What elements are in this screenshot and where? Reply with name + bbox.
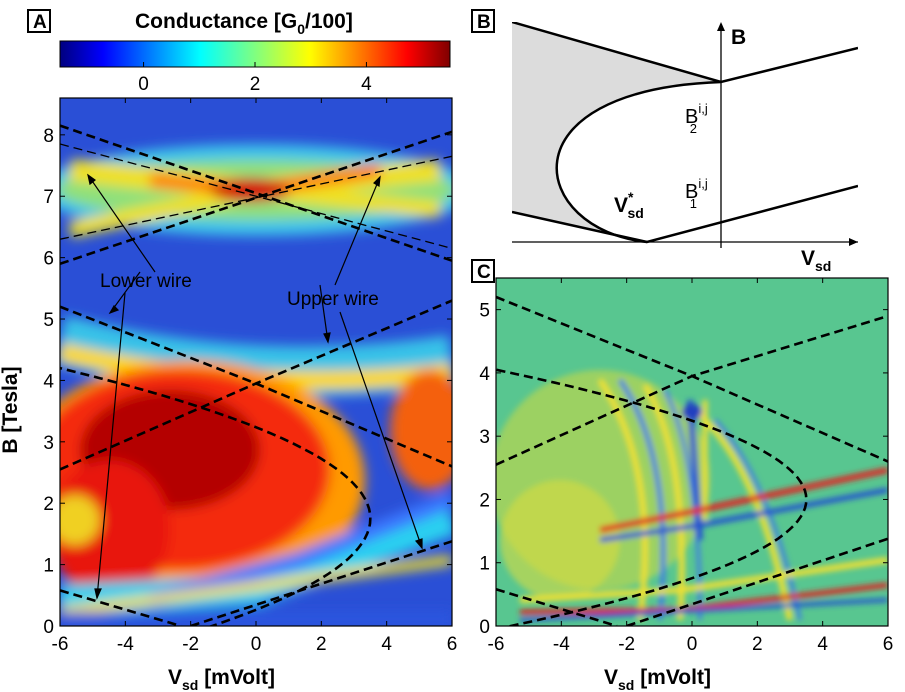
- x-tick-label-c: -4: [553, 634, 570, 655]
- arrow-upper-wire-bottom: [339, 311, 423, 549]
- panel-a: A Conductance [G0/100] 0 2 4: [0, 9, 457, 692]
- colorbar-title: Conductance [G0/100]: [135, 10, 353, 37]
- annotation-upper-wire: Upper wire: [287, 289, 379, 310]
- arrow-lower-wire-bottom: [96, 292, 126, 599]
- b-x-axis-label: Vsd: [801, 247, 831, 274]
- panel-b-label-box: [471, 9, 495, 33]
- x-tick-label-a: 4: [381, 634, 392, 655]
- y-tick-label-a: 0: [43, 617, 54, 638]
- overlay-upper-high-c: [496, 314, 888, 466]
- overlay-thin-a-a: [60, 143, 452, 250]
- arrow-upper-wire-mid: [319, 284, 329, 343]
- colorbar-tick-label: 0: [138, 74, 149, 95]
- panel-c-label: C: [477, 262, 491, 283]
- annotations-a: Lower wire Upper wire: [87, 173, 423, 600]
- heatmap-c: [496, 278, 888, 626]
- x-tick-label-a: 6: [447, 634, 458, 655]
- y-tick-label-c: 2: [479, 490, 490, 511]
- overlay-upper-low-c: [626, 537, 888, 626]
- panel-a-label: A: [33, 12, 47, 33]
- x-tick-label-c: 4: [817, 634, 828, 655]
- x-tick-label-c: 6: [883, 634, 894, 655]
- b-y-axis-label: B: [731, 26, 746, 49]
- overlay-upper-low-a: [190, 540, 452, 626]
- y-tick-label-a: 7: [43, 187, 54, 208]
- vsd-star-label: V* sd: [614, 189, 644, 221]
- arrowhead-upper-wire-top: [373, 175, 381, 187]
- overlay-lines-c: [496, 295, 888, 626]
- x-tick-label-a: -4: [117, 634, 134, 655]
- panel-c-label-box: [471, 259, 495, 283]
- x-tick-label-a: -6: [52, 634, 69, 655]
- y-tick-label-c: 1: [479, 554, 490, 575]
- annotation-lower-wire: Lower wire: [100, 271, 192, 292]
- arrowhead-lower-wire-bottom: [94, 588, 102, 600]
- diagram-b: [512, 22, 858, 244]
- heatmap-a: [60, 98, 452, 626]
- parabola-curve: [555, 80, 722, 244]
- panel-c: C -6 -4 -2 0: [471, 259, 893, 692]
- x-tick-label-c: -2: [618, 634, 635, 655]
- b1-label: Bi,j 1: [685, 176, 708, 211]
- overlay-x-line-b-a: [60, 130, 452, 266]
- b-x-axis-arrow: [849, 238, 858, 246]
- x-tick-label-c: 2: [752, 634, 763, 655]
- overlay-lower-low-c: [496, 588, 618, 626]
- overlay-thin-b-a: [60, 155, 452, 240]
- colorbar-tick-label: 2: [250, 74, 261, 95]
- arrow-upper-wire-top: [334, 176, 381, 286]
- b-y-axis-arrow: [717, 22, 725, 31]
- y-tick-label-a: 6: [43, 249, 54, 270]
- arrowhead-lower-wire-mid: [108, 305, 120, 315]
- x-axis-label-a: Vsd [mVolt]: [168, 666, 275, 692]
- y-tick-label-c: 0: [479, 617, 490, 638]
- x-tick-label-c: -6: [488, 634, 505, 655]
- y-tick-label-a: 3: [43, 433, 54, 454]
- x-tick-label-a: -2: [182, 634, 199, 655]
- panel-b: B B Vsd V* sd Bi,j 2 Bi,j 1: [471, 9, 858, 274]
- x-tick-label-a: 2: [316, 634, 327, 655]
- b2-label: Bi,j 2: [685, 101, 708, 136]
- arrowhead-upper-wire-mid: [323, 332, 331, 344]
- overlay-lines-a: [60, 124, 452, 626]
- axes-a-ticks: -6 -4 -2 0 2 4 6 0 1 2 3 4 5 6 7 8: [43, 98, 457, 655]
- x-tick-label-a: 0: [251, 634, 262, 655]
- colorbar-ticks: 0 2 4: [138, 62, 372, 95]
- panel-a-label-box: [27, 9, 51, 33]
- y-tick-label-c: 4: [479, 364, 490, 385]
- arrow-lower-wire-top: [87, 174, 156, 273]
- y-tick-label-a: 1: [43, 556, 54, 577]
- axes-c-ticks: -6 -4 -2 0 2 4 6 0 1 2 3 4 5: [479, 278, 893, 655]
- overlay-parabola-a: [60, 366, 372, 626]
- colorbar-tick-label: 4: [361, 74, 372, 95]
- colorbar: Conductance [G0/100] 0 2 4: [59, 10, 451, 95]
- y-tick-label-c: 3: [479, 427, 490, 448]
- panel-b-label: B: [477, 12, 491, 33]
- x-tick-label-c: 0: [687, 634, 698, 655]
- overlay-upper-high-a: [60, 299, 452, 471]
- y-tick-label-a: 2: [43, 494, 54, 515]
- overlay-lower-low-a: [60, 589, 182, 626]
- y-tick-label-a: 8: [43, 126, 54, 147]
- y-tick-label-a: 5: [43, 310, 54, 331]
- y-tick-label-a: 4: [43, 371, 54, 392]
- arrowhead-lower-wire-top: [87, 173, 96, 186]
- y-tick-label-c: 5: [479, 301, 490, 322]
- y-axis-label-a: B [Tesla]: [0, 366, 22, 453]
- x-axis-label-c: Vsd [mVolt]: [604, 666, 711, 692]
- arrowhead-upper-wire-bottom: [414, 538, 423, 550]
